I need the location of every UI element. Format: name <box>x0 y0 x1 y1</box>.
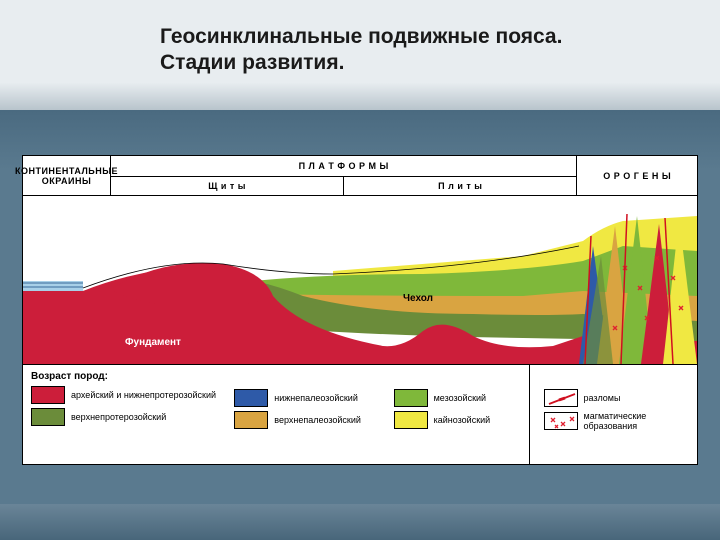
section-labels-row: КОНТИНЕНТАЛЬНЫЕ ОКРАИНЫ П Л А Т Ф О Р М … <box>22 155 698 195</box>
legend-label: верхнепалеозойский <box>274 415 361 425</box>
legend-item: нижнепалеозойский <box>234 389 385 407</box>
legend-label: мезозойский <box>434 393 486 403</box>
swatch-upper-prot <box>31 408 65 426</box>
swatch-lower-paleo <box>234 389 268 407</box>
legend-item: верхнепалеозойский <box>234 411 385 429</box>
legend-label: разломы <box>584 393 621 403</box>
label-cover: Чехол <box>401 292 435 305</box>
cross-section: Чехол Фундамент <box>22 195 698 365</box>
legend-label: нижнепалеозойский <box>274 393 358 403</box>
legend-label: кайнозойский <box>434 415 491 425</box>
header: Геосинклинальные подвижные пояса. Стадии… <box>0 0 720 110</box>
legend-label: архейский и нижнепротерозойский <box>71 390 216 400</box>
legend-label: магматические образования <box>584 411 689 431</box>
swatch-upper-paleo <box>234 411 268 429</box>
label-platforms: П Л А Т Ф О Р М Ы <box>111 156 576 176</box>
label-orogens: О Р О Г Е Н Ы <box>577 156 697 195</box>
legend-label: верхнепротерозойский <box>71 412 166 422</box>
legend-item: архейский и нижнепротерозойский <box>31 386 226 404</box>
legend-title: Возраст пород: <box>31 371 226 382</box>
swatch-cenozoic <box>394 411 428 429</box>
label-plates: П л и т ы <box>344 176 576 196</box>
swatch-magma <box>544 412 578 430</box>
swatch-fault <box>544 389 578 407</box>
legend-item-magma: магматические образования <box>544 411 689 431</box>
legend-item: мезозойский <box>394 389 521 407</box>
swatch-archean <box>31 386 65 404</box>
label-basement: Фундамент <box>123 336 183 349</box>
legend-item: верхнепротерозойский <box>31 408 226 426</box>
swatch-mesozoic <box>394 389 428 407</box>
label-shields: Щ и т ы <box>111 176 344 196</box>
diagram-container: КОНТИНЕНТАЛЬНЫЕ ОКРАИНЫ П Л А Т Ф О Р М … <box>22 155 698 465</box>
title-line-2: Стадии развития. <box>160 51 344 74</box>
label-continental: КОНТИНЕНТАЛЬНЫЕ ОКРАИНЫ <box>23 156 110 195</box>
footer-band <box>0 504 720 540</box>
legend: Возраст пород: архейский и нижнепротероз… <box>22 365 698 465</box>
page-title: Геосинклинальные подвижные пояса. Стадии… <box>160 24 720 77</box>
legend-item: кайнозойский <box>394 411 521 429</box>
title-line-1: Геосинклинальные подвижные пояса. <box>160 25 562 48</box>
legend-item-fault: разломы <box>544 389 689 407</box>
